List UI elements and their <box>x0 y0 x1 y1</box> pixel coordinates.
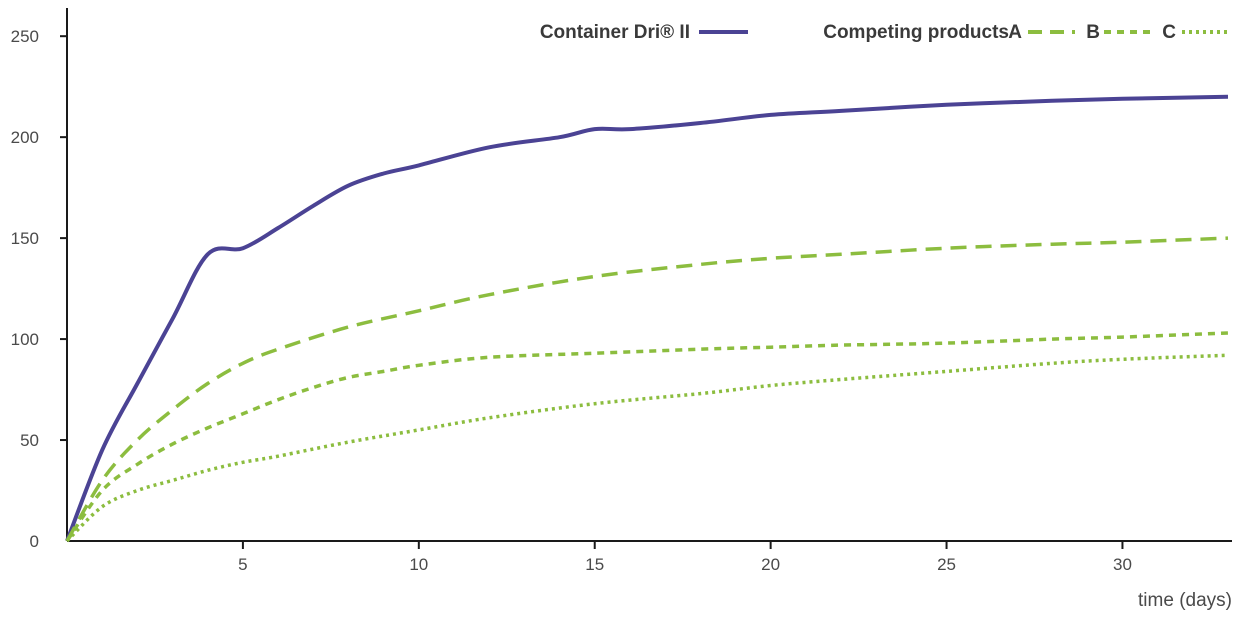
legend: Container Dri® II Competing products A B… <box>540 22 1230 43</box>
legend-a-label: A <box>1008 22 1022 43</box>
y-tick-label: 50 <box>20 431 39 450</box>
axes: 0 50 100 150 200 250 5 10 15 20 25 30 <box>11 8 1232 574</box>
series-layer <box>65 94 1229 543</box>
legend-competing-label: Competing products <box>823 22 1009 43</box>
x-tick-label: 20 <box>761 555 780 574</box>
legend-b-label: B <box>1086 22 1100 43</box>
x-tick-label: 25 <box>937 555 956 574</box>
y-tick-label: 0 <box>30 532 39 551</box>
series-line-c <box>65 353 1229 543</box>
x-tick-label: 30 <box>1113 555 1132 574</box>
y-tick-label: 100 <box>11 330 39 349</box>
legend-c-label: C <box>1162 22 1176 43</box>
x-tick-label: 10 <box>409 555 428 574</box>
series-line-b <box>65 331 1229 543</box>
series-line-container-dri <box>65 94 1229 542</box>
y-tick-label: 250 <box>11 27 39 46</box>
y-tick-label: 200 <box>11 128 39 147</box>
series-line-a <box>65 236 1229 542</box>
legend-main-label: Container Dri® II <box>540 22 690 43</box>
x-tick-label: 15 <box>585 555 604 574</box>
x-axis-label: time (days) <box>1138 590 1232 611</box>
y-tick-label: 150 <box>11 229 39 248</box>
x-tick-label: 5 <box>238 555 247 574</box>
